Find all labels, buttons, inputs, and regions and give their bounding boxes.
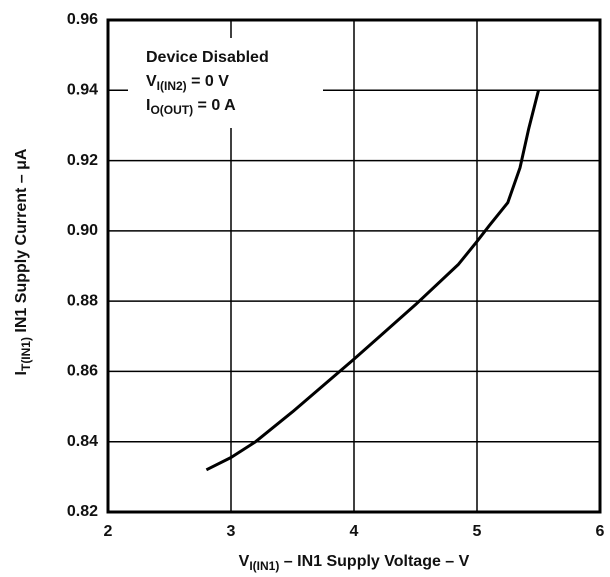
x-tick-label: 2 <box>104 523 113 540</box>
x-axis-label: VI(IN1) – IN1 Supply Voltage – V <box>239 553 470 573</box>
x-axis-label-main: V <box>239 553 250 570</box>
y-tick-label: 0.92 <box>67 152 98 169</box>
x-axis-label-sub: I(IN1) <box>249 559 279 573</box>
y-tick-label: 0.94 <box>67 82 98 99</box>
annotation-background <box>128 38 323 128</box>
annotation-sub: O(OUT) <box>150 103 193 117</box>
x-axis-label-rest: – IN1 Supply Voltage – V <box>279 553 469 570</box>
x-tick-label: 5 <box>473 523 482 540</box>
y-tick-label: 0.90 <box>67 222 98 239</box>
x-tick-label: 6 <box>596 523 605 540</box>
annotation-main: Device Disabled <box>146 49 269 66</box>
data-line <box>205 89 540 472</box>
y-axis-label-sub: T(IN1) <box>19 337 33 371</box>
annotation: VI(IN2) = 0 V <box>146 73 229 93</box>
annotation-rest: = 0 A <box>193 97 236 114</box>
y-tick-label: 0.82 <box>67 503 98 520</box>
y-tick-label: 0.86 <box>67 363 98 380</box>
y-tick-label: 0.96 <box>67 11 98 28</box>
y-tick-label: 0.88 <box>67 292 98 309</box>
y-axis-label-rest: IN1 Supply Current – μA <box>13 148 30 337</box>
y-axis-label-main: I <box>13 371 30 375</box>
plot-frame <box>106 18 602 514</box>
annotation-main: I <box>146 97 150 114</box>
annotation-sub: I(IN2) <box>157 79 187 93</box>
annotation: IO(OUT) = 0 A <box>146 97 236 117</box>
annotation-rest: = 0 V <box>187 73 230 90</box>
x-tick-label: 4 <box>350 523 359 540</box>
annotation: Device Disabled <box>146 49 269 66</box>
x-tick-label: 3 <box>227 523 236 540</box>
annotation-main: V <box>146 73 157 90</box>
y-tick-label: 0.84 <box>67 433 98 450</box>
y-axis-label: IT(IN1) IN1 Supply Current – μA <box>13 148 33 375</box>
